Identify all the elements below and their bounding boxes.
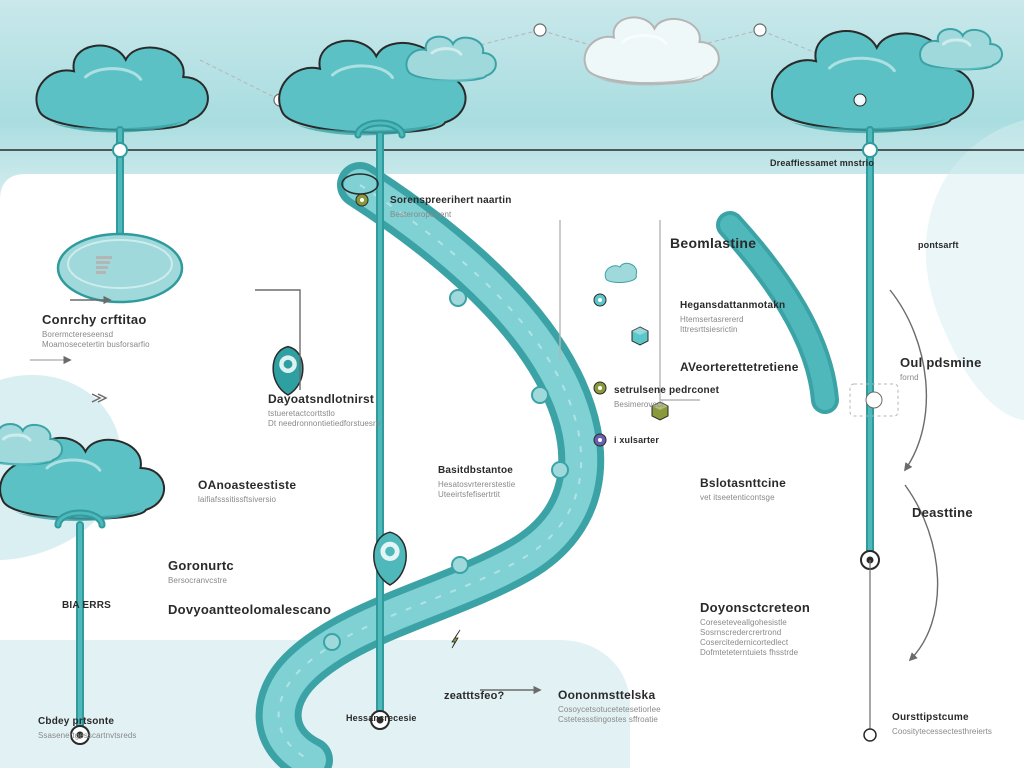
label-title: setrulsene pedrconet [614,385,719,398]
label-title: Dovyoantteolomalescano [168,602,331,618]
label-sub: Dofmteteterntuiets fhsstrde [700,648,810,658]
label-title: Conrchy crftitao [42,312,150,328]
label-l-bolast: Bslotasnttcine vet itseetenticontsge [700,476,786,503]
infographic-canvas: Sorenspreerihert naartin Besteroroperrent… [0,0,1024,768]
label-l-geron: Goronurtc Bersocranvcstre [168,558,234,586]
label-l-day: Dayoatsndlotnirst tstueretactcorttstloDt … [268,392,380,429]
label-title: Bslotasnttcine [700,476,786,491]
label-title: Deasttine [912,505,973,521]
label-title: Sorenspreerihert naartin [390,195,512,208]
label-sub: Coositytecessectesthreierts [892,727,992,737]
label-l-cadey: Cbdey prtsonte Ssasenertgesscartnvtsreds [38,716,137,741]
label-sub: Sosrnscredercrertrond [700,628,810,638]
label-title: pontsarft [918,240,959,251]
label-sub: Htemsertasrererd [680,315,785,325]
label-l-geom: Beomlastine [670,235,756,253]
label-title: Oul pdsmine [900,355,982,371]
label-title: BIA ERRS [62,600,111,613]
label-title: Cbdey prtsonte [38,716,137,729]
label-l-baers: BIA ERRS [62,600,111,613]
label-sub: Cosercitedernicortedlect [700,638,810,648]
label-sub: Cosoycetsotucetetesetiorlee [558,705,661,715]
label-title: Oursttipstcume [892,712,992,725]
label-l-geom-s: pontsarft [918,240,959,251]
label-l-oudp: Oul pdsmine fornd [900,355,982,383]
label-sub: vet itseetenticontsge [700,493,786,503]
label-title: zeatttsfeo? [444,690,504,704]
label-l-top-n: Sorenspreerihert naartin Besteroroperrent [390,195,512,220]
label-l-hegan: Hegansdattanmotakn HtemsertasrererdIttres… [680,300,785,335]
label-sub: Cstetessstingostes sffroatie [558,715,661,725]
label-sub: Ittresrttsiesrictin [680,325,785,335]
label-title: Doyonsctcreteon [700,600,810,616]
label-l-ourast: Oursttipstcume Coositytecessectesthreiert… [892,712,992,737]
label-title: Basitdbstantoe [438,465,515,478]
label-l-zeast: zeatttsfeo? [444,690,504,704]
label-sub: Besteroroperrent [390,210,512,220]
label-l-connect: Conrchy crftitao BorermctereseensdMoamose… [42,312,150,350]
label-l-avort: AVeorterettetretiene [680,360,799,375]
label-title: Dreaffiessamet mnstrio [770,158,874,169]
label-l-deast: Deasttine [912,505,973,521]
label-title: OAnoasteestiste [198,478,296,493]
label-sub: fornd [900,373,982,383]
label-title: Hegansdattanmotakn [680,300,785,313]
label-sub: Hesatosvrtererstestie [438,480,515,490]
label-l-basit: Basitdbstantoe HesatosvrtererstestieUteei… [438,465,515,500]
label-sub: Ssasenertgesscartnvtsreds [38,731,137,741]
label-title: Dayoatsndlotnirst [268,392,380,407]
label-l-hessa: Hessancrecesie [346,713,417,724]
label-sub: Coreseteveallgohesistle [700,618,810,628]
label-l-setrat: setrulsene pedrconet Besimerovect [614,385,719,410]
label-title: i xulsarter [614,435,659,446]
label-sub: tstueretactcorttstlo [268,409,380,419]
label-title: Goronurtc [168,558,234,574]
label-sub: Uteeirtsfefisertrtit [438,490,515,500]
label-title: AVeorterettetretiene [680,360,799,375]
label-l-doyoa: Dovyoantteolomalescano [168,602,331,618]
diagram-svg [0,0,1024,768]
label-title: Beomlastine [670,235,756,253]
label-sub: Borermctereseensd [42,330,150,340]
label-l-ixuls: i xulsarter [614,435,659,446]
label-sub: Moamosecetertin busforsarfio [42,340,150,350]
label-sub: Dt needronnontietiedforstuesro [268,419,380,429]
label-title: Oononmsttelska [558,688,661,703]
label-sub: Besimerovect [614,400,719,410]
label-l-onoast: OAnoasteestiste laifiafsssitissftsiversio [198,478,296,505]
label-sub: laifiafsssitissftsiversio [198,495,296,505]
label-title: Hessancrecesie [346,713,417,724]
label-l-oonm: Oononmsttelska Cosoycetsotucetetesetiorle… [558,688,661,725]
label-l-doyc: Doyonsctcreteon CoreseteveallgohesistleSo… [700,600,810,658]
label-sub: Bersocranvcstre [168,576,234,586]
label-l-top-ne: Dreaffiessamet mnstrio [770,158,874,169]
